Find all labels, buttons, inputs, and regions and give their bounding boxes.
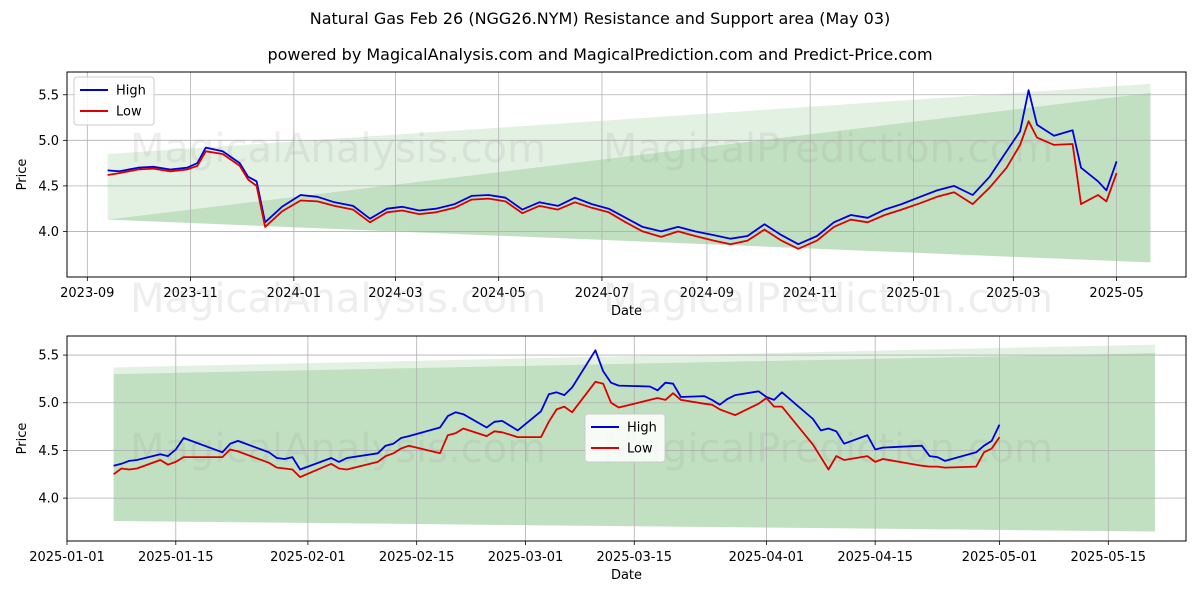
y-tick-label: 4.5 xyxy=(38,444,59,459)
series-line-high xyxy=(113,349,1001,471)
y-tick-label: 4.5 xyxy=(38,179,59,194)
legend: High Low xyxy=(584,413,666,463)
x-tick-label: 2025-03 xyxy=(986,286,1040,301)
x-tick-label: 2024-03 xyxy=(368,286,422,301)
x-axis-label: Date xyxy=(611,304,642,319)
watermark-text: MagicalPrediction.com xyxy=(603,126,1053,172)
x-tick-label: 2024-07 xyxy=(575,286,629,301)
legend-label-low: Low xyxy=(627,442,653,457)
y-tick-label: 4.0 xyxy=(38,492,59,507)
y-axis-label: Price xyxy=(15,159,30,191)
series-line-high xyxy=(107,89,1118,246)
x-tick-label: 2025-02-15 xyxy=(379,550,455,565)
watermark-text: MagicalAnalysis.com xyxy=(130,126,546,172)
x-tick-label: 2024-01 xyxy=(267,286,321,301)
x-tick-label: 2023-11 xyxy=(163,286,217,301)
x-tick-label: 2025-03-01 xyxy=(488,550,564,565)
x-tick-label: 2025-04-15 xyxy=(837,550,913,565)
plot-frame xyxy=(66,335,1187,542)
x-tick-label: 2024-11 xyxy=(783,286,837,301)
y-tick-label: 5.0 xyxy=(38,134,59,149)
legend-label-high: High xyxy=(116,84,146,99)
y-tick-label: 5.5 xyxy=(38,349,59,364)
x-tick-label: 2025-05-15 xyxy=(1071,550,1147,565)
legend-label-low: Low xyxy=(116,105,142,120)
y-tick-label: 4.0 xyxy=(38,225,59,240)
x-tick-label: 2025-03-15 xyxy=(596,550,672,565)
x-tick-label: 2025-04-01 xyxy=(729,550,805,565)
x-tick-label: 2025-05 xyxy=(1089,286,1143,301)
x-tick-label: 2025-01 xyxy=(886,286,940,301)
x-tick-label: 2025-01-01 xyxy=(29,550,105,565)
legend: High Low xyxy=(73,76,155,126)
y-tick-label: 5.5 xyxy=(38,88,59,103)
series-line-low xyxy=(107,120,1118,250)
x-axis-label: Date xyxy=(611,568,642,583)
watermark-text: MagicalPrediction.com xyxy=(603,426,1053,472)
plot-frame xyxy=(66,71,1187,278)
series-line-low xyxy=(113,380,1001,479)
x-tick-label: 2023-09 xyxy=(60,286,114,301)
x-tick-label: 2025-02-01 xyxy=(270,550,346,565)
x-tick-label: 2025-01-15 xyxy=(138,550,214,565)
y-tick-label: 5.0 xyxy=(38,396,59,411)
watermark-text: MagicalPrediction.com xyxy=(603,276,1053,322)
watermark-text: MagicalAnalysis.com xyxy=(130,426,546,472)
y-axis-label: Price xyxy=(15,423,30,455)
x-tick-label: 2024-05 xyxy=(472,286,526,301)
chart-panel-1: 2023-09 2023-11 2024-01 2024-03 2024-05 2024-… xyxy=(15,71,1187,322)
x-tick-label: 2024-09 xyxy=(680,286,734,301)
chart-panel-2: 2025-01-01 2025-01-15 2025-02-01 2025-02-15… xyxy=(15,335,1187,583)
watermark-text: MagicalAnalysis.com xyxy=(130,276,546,322)
chart-subtitle: powered by MagicalAnalysis.com and Magic… xyxy=(267,45,933,64)
x-tick-label: 2025-05-01 xyxy=(962,550,1038,565)
chart-title: Natural Gas Feb 26 (NGG26.NYM) Resistanc… xyxy=(309,9,891,28)
legend-label-high: High xyxy=(627,421,657,436)
